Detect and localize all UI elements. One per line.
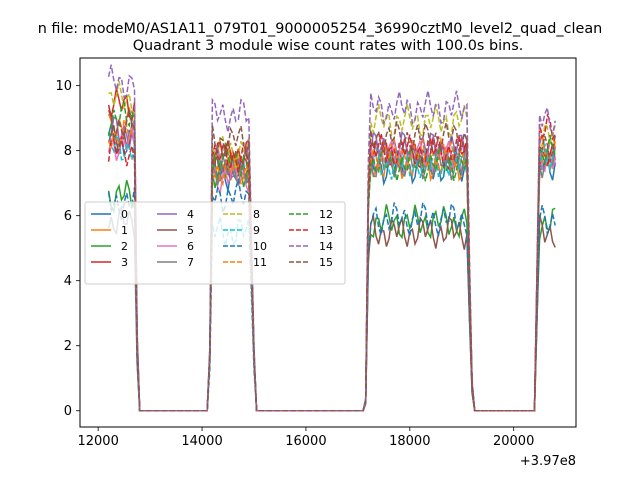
legend-label-13: 13 (319, 224, 333, 237)
legend-label-14: 14 (319, 240, 333, 253)
y-axis: 0 2 4 6 8 10 (55, 79, 80, 419)
legend-label-6: 6 (187, 240, 194, 253)
legend-label-4: 4 (187, 208, 194, 221)
x-tick-label: 12000 (77, 434, 118, 449)
x-axis: 12000 14000 16000 18000 20000 (77, 427, 534, 449)
plot-frame (79, 57, 577, 428)
legend-label-15: 15 (319, 256, 333, 269)
legend-label-3: 3 (121, 256, 128, 269)
legend-label-10: 10 (253, 240, 267, 253)
series-layer (107, 64, 556, 412)
x-tick-label: 14000 (181, 434, 222, 449)
y-tick-label: 4 (64, 274, 72, 289)
chart-title: Quadrant 3 module wise count rates with … (133, 38, 524, 54)
legend-label-1: 1 (121, 224, 128, 237)
y-tick-label: 2 (64, 339, 72, 354)
legend-label-12: 12 (319, 208, 333, 221)
legend-label-5: 5 (187, 224, 194, 237)
y-tick-label: 8 (64, 144, 72, 159)
legend-label-9: 9 (253, 224, 260, 237)
x-offset-label: +3.97e8 (520, 454, 576, 469)
legend-box (84, 201, 346, 285)
series-line-15 (107, 109, 556, 412)
x-tick-label: 20000 (493, 434, 534, 449)
y-tick-label: 6 (64, 209, 72, 224)
legend-label-11: 11 (253, 256, 267, 269)
figure-suptitle: n file: modeM0/AS1A11_079T01_9000005254_… (38, 21, 603, 37)
legend-label-2: 2 (121, 240, 128, 253)
legend-label-8: 8 (253, 208, 260, 221)
legend-label-7: 7 (187, 256, 194, 269)
x-tick-label: 16000 (285, 434, 326, 449)
y-tick-label: 10 (55, 79, 72, 94)
legend-label-0: 0 (121, 208, 128, 221)
y-tick-label: 0 (64, 404, 72, 419)
x-tick-label: 18000 (389, 434, 430, 449)
